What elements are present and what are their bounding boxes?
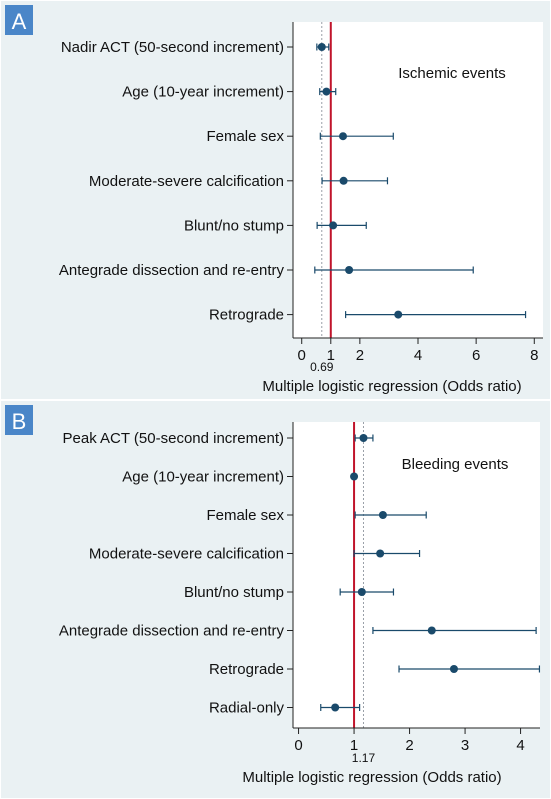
panel-b-badge-label: B <box>12 409 27 434</box>
panel-a-row-label: Retrograde <box>209 307 284 324</box>
panel-b-row-label: Antegrade dissection and re-entry <box>59 623 285 640</box>
panel-a-row-label: Antegrade dissection and re-entry <box>59 262 285 279</box>
panel-b-row-label: Moderate-severe calcification <box>89 546 284 563</box>
panel-a-x-tick-label: 0 <box>298 347 306 364</box>
panel-b-x-tick-label: 0 <box>294 737 302 754</box>
panel-a-x-tick-label: 2 <box>356 347 364 364</box>
panel-b-odds-ratio-point <box>331 703 340 712</box>
panel-a-badge <box>5 5 33 35</box>
panel-b-x-tick-label: 4 <box>516 737 524 754</box>
panel-a-marked-value-label: 0.69 <box>310 360 334 374</box>
panel-b-x-tick-label: 1 <box>350 737 358 754</box>
panel-b-x-tick-label: 3 <box>461 737 469 754</box>
panel-b-badge <box>5 405 33 435</box>
panel-b-odds-ratio-point <box>376 549 385 558</box>
panel-b-row-label: Female sex <box>206 507 284 524</box>
panel-b-x-axis-title: Multiple logistic regression (Odds ratio… <box>242 769 501 786</box>
panel-b-odds-ratio-point <box>427 626 436 635</box>
panel-a-odds-ratio-point <box>339 132 347 141</box>
panel-b-marked-value-label: 1.17 <box>352 751 376 765</box>
panel-a-row-label: Nadir ACT (50-second increment) <box>61 39 284 56</box>
panel-b-odds-ratio-point <box>359 434 368 442</box>
panel-a-x-tick-label: 1 <box>327 347 335 364</box>
panel-a-annotation: Ischemic events <box>398 65 506 82</box>
panel-b-odds-ratio-point <box>449 665 458 673</box>
panel-a: A Ischemic events Multiple logistic regr… <box>1 1 550 399</box>
panel-b-odds-ratio-point <box>357 588 366 596</box>
panel-b-row-label: Age (10-year increment) <box>122 469 284 486</box>
panel-b-row-label: Blunt/no stump <box>184 584 284 601</box>
panel-b-row-label: Retrograde <box>209 661 284 678</box>
panel-a-badge-label: A <box>12 9 27 34</box>
panel-a-row-label: Moderate-severe calcification <box>89 173 284 190</box>
panel-a-x-tick-label: 6 <box>472 347 480 364</box>
panel-a-odds-ratio-point <box>329 221 338 230</box>
panel-a-odds-ratio-point <box>317 43 326 51</box>
panel-a-plot-area <box>293 22 543 338</box>
panel-b-x-tick-label: 2 <box>405 737 413 754</box>
panel-b-row-label: Peak ACT (50-second increment) <box>63 430 285 447</box>
panel-b-odds-ratio-point <box>378 511 387 519</box>
panel-a-odds-ratio-point <box>345 266 354 274</box>
panel-a-row-label: Blunt/no stump <box>184 217 284 234</box>
panel-b: B Bleeding events Multiple logistic regr… <box>1 401 550 798</box>
panel-a-x-tick-label: 8 <box>530 347 538 364</box>
panel-b-row-label: Radial-only <box>209 700 285 717</box>
panel-a-row-label: Age (10-year increment) <box>122 84 284 101</box>
panel-a-row-label: Female sex <box>206 128 284 145</box>
panel-b-plot-area <box>293 422 540 728</box>
panel-a-x-tick-label: 4 <box>414 347 422 364</box>
panel-a-odds-ratio-point <box>339 176 348 185</box>
panel-a-odds-ratio-point <box>394 310 403 319</box>
panel-b-annotation: Bleeding events <box>402 456 509 473</box>
panel-a-odds-ratio-point <box>322 87 331 96</box>
panel-b-odds-ratio-point <box>350 472 359 481</box>
panel-a-x-axis-title: Multiple logistic regression (Odds ratio… <box>262 378 521 395</box>
